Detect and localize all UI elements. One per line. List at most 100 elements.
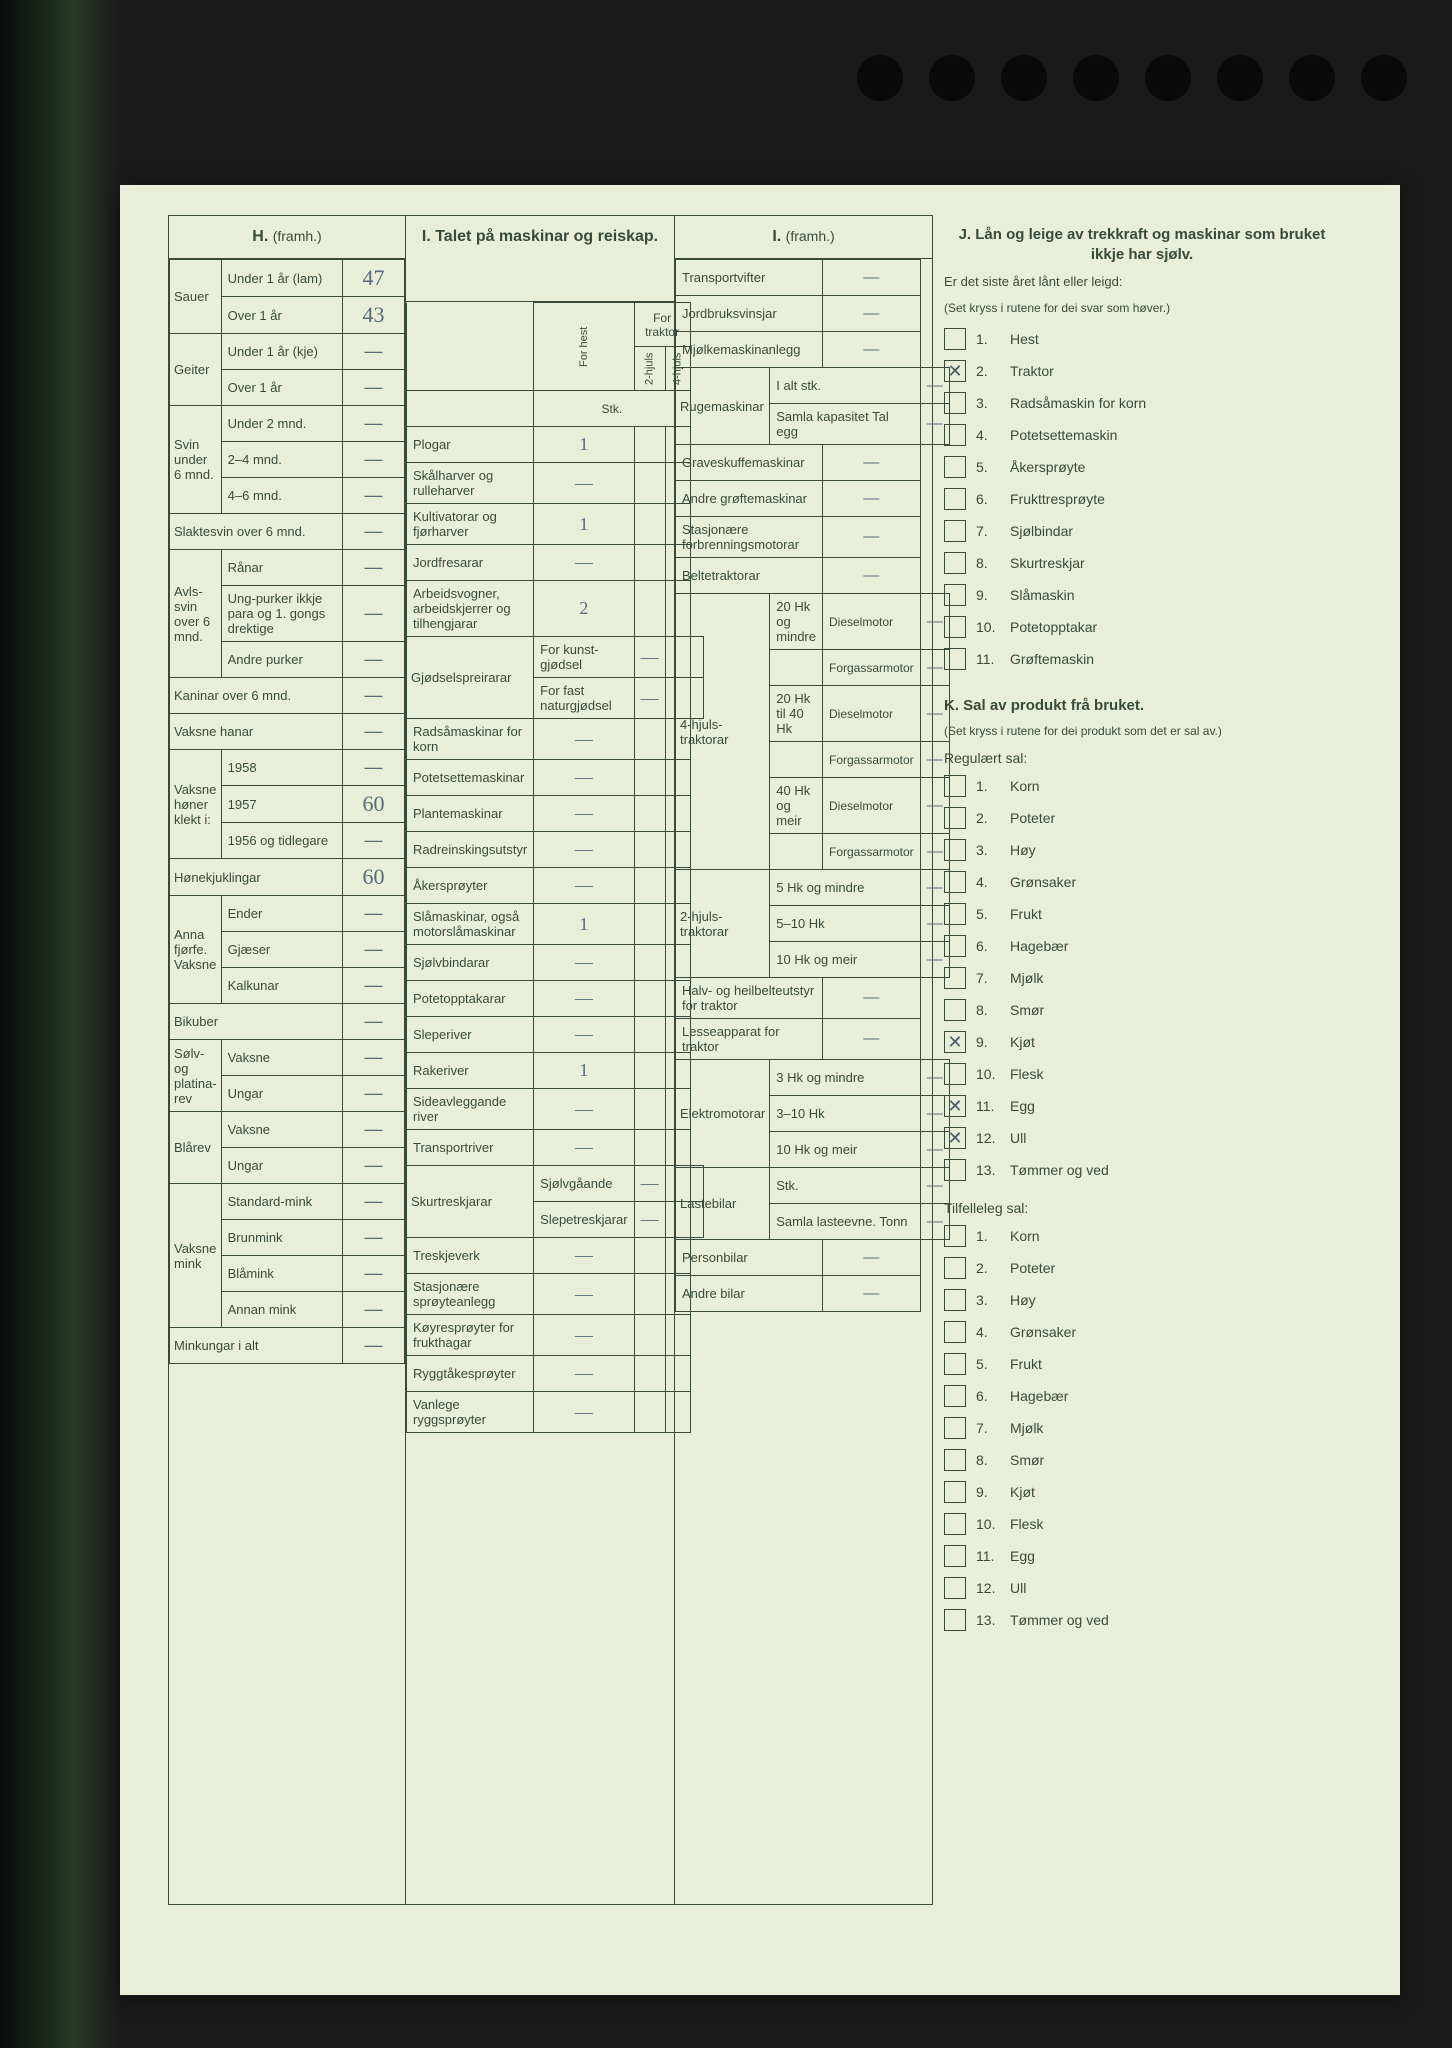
i2-value: — [822, 332, 920, 368]
checkbox[interactable] [944, 1225, 966, 1247]
i-label: Vanlege ryggsprøyter [407, 1392, 534, 1433]
h-group: Hønekjuklingar [170, 859, 343, 896]
h-label: Rånar [221, 550, 342, 586]
i2-group: Rugemaskinar [676, 368, 770, 445]
i2-sublabel: Dieselmotor [822, 686, 920, 742]
checkbox[interactable] [944, 328, 966, 350]
checkbox[interactable] [944, 1159, 966, 1181]
checkbox[interactable] [944, 1577, 966, 1599]
i2-label: Andre grøftemaskinar [676, 481, 823, 517]
checkbox[interactable] [944, 839, 966, 861]
checkbox[interactable] [944, 903, 966, 925]
i2-label [770, 650, 823, 686]
checkbox[interactable] [944, 1609, 966, 1631]
i2-label: 3–10 Hk [770, 1096, 920, 1132]
item-label: Høy [1010, 1292, 1036, 1308]
i-value: — [534, 1356, 634, 1392]
checkbox[interactable] [944, 648, 966, 670]
checkbox[interactable] [944, 775, 966, 797]
h-label: 2–4 mnd. [221, 442, 342, 478]
h-value: — [343, 823, 405, 859]
checkbox[interactable] [944, 807, 966, 829]
checkbox[interactable] [944, 1063, 966, 1085]
section-i2-header: I. (framh.) [675, 216, 932, 259]
i2-table: Transportvifter—Jordbruksvinsjar—Mjølkem… [675, 259, 950, 1312]
h-label: Annan mink [221, 1292, 342, 1328]
checkbox[interactable] [944, 999, 966, 1021]
i-label: Slåmaskinar, også motorslåmaskinar [407, 904, 534, 945]
checklist-row: 13. Tømmer og ved [944, 1604, 1340, 1636]
i-value: 1 [534, 1053, 634, 1089]
i-label: Sjølvbindarar [407, 945, 534, 981]
item-number: 11. [976, 651, 1000, 667]
i2-value: — [822, 978, 920, 1019]
item-label: Hest [1010, 331, 1039, 347]
item-number: 3. [976, 395, 1000, 411]
checkbox[interactable] [944, 1449, 966, 1471]
i2-sublabel: Forgassarmotor [822, 834, 920, 870]
h-label: Standard-mink [221, 1184, 342, 1220]
checkbox[interactable] [944, 1353, 966, 1375]
h-label: Vaksne [221, 1040, 342, 1076]
checklist-row: 2.Poteter [944, 802, 1340, 834]
h-label: Under 2 mnd. [221, 406, 342, 442]
i-label: For kunst-gjødsel [534, 637, 634, 678]
checkbox[interactable]: ✕ [944, 1095, 966, 1117]
h-value: 47 [343, 260, 405, 297]
h-label: 1956 og tidlegare [221, 823, 342, 859]
i2-group: 2-hjuls-traktorar [676, 870, 770, 978]
i-group: Skurtreskjarar [407, 1166, 534, 1238]
item-label: Egg [1010, 1098, 1035, 1114]
checkbox[interactable] [944, 1321, 966, 1343]
h-group: Minkungar i alt [170, 1328, 343, 1364]
i-value [634, 545, 665, 581]
checkbox[interactable]: ✕ [944, 360, 966, 382]
checklist-row: 4.Grønsaker [944, 866, 1340, 898]
checkbox[interactable] [944, 871, 966, 893]
checkbox[interactable] [944, 552, 966, 574]
item-number: 13. [976, 1612, 1000, 1628]
h-label: Gjæser [221, 932, 342, 968]
h-group: Geiter [170, 334, 222, 406]
h-group: Blårev [170, 1112, 222, 1184]
checkbox[interactable] [944, 424, 966, 446]
checklist-row: 8.Smør [944, 994, 1340, 1026]
i-label: Sideavleggande river [407, 1089, 534, 1130]
item-number: 4. [976, 1324, 1000, 1340]
i-value: — [534, 796, 634, 832]
checkbox[interactable] [944, 1257, 966, 1279]
checkbox[interactable] [944, 1289, 966, 1311]
checkbox[interactable] [944, 488, 966, 510]
item-label: Kjøt [1010, 1484, 1035, 1500]
i-table: For hest For traktor 2-hjuls 4-hjuls Stk… [406, 302, 704, 1433]
checkbox[interactable] [944, 456, 966, 478]
checkbox[interactable] [944, 1481, 966, 1503]
checkbox[interactable] [944, 1545, 966, 1567]
checkbox[interactable] [944, 935, 966, 957]
checkbox[interactable] [944, 1513, 966, 1535]
item-label: Kjøt [1010, 1034, 1035, 1050]
checkbox[interactable]: ✕ [944, 1031, 966, 1053]
checkbox[interactable] [944, 616, 966, 638]
i-value: 1 [534, 427, 634, 463]
item-label: Tømmer og ved [1010, 1612, 1109, 1628]
checkbox[interactable]: ✕ [944, 1127, 966, 1149]
k-tilf-checklist: 1.Korn2.Poteter3.Høy4.Grønsaker5.Frukt6.… [932, 1218, 1352, 1644]
checkbox[interactable] [944, 392, 966, 414]
i-label: Potetsettemaskinar [407, 760, 534, 796]
checkbox[interactable] [944, 967, 966, 989]
checkbox[interactable] [944, 1385, 966, 1407]
h-label: Ung-purker ikkje para og 1. gongs drekti… [221, 586, 342, 642]
i-value [634, 1089, 665, 1130]
checkbox[interactable] [944, 520, 966, 542]
section-j-header: J. Lån og leige av trekkraft og maskinar… [932, 215, 1352, 268]
checkbox[interactable] [944, 1417, 966, 1439]
checklist-row: ✕9.Kjøt [944, 1026, 1340, 1058]
i2-label: Halv- og heilbelteutstyr for traktor [676, 978, 823, 1019]
i-value: — [534, 1130, 634, 1166]
i2-value: — [822, 260, 920, 296]
checklist-row: 7.Mjølk [944, 962, 1340, 994]
i-label: For fast naturgjødsel [534, 678, 634, 719]
checkbox[interactable] [944, 584, 966, 606]
checklist-row: 1.Hest [944, 323, 1340, 355]
